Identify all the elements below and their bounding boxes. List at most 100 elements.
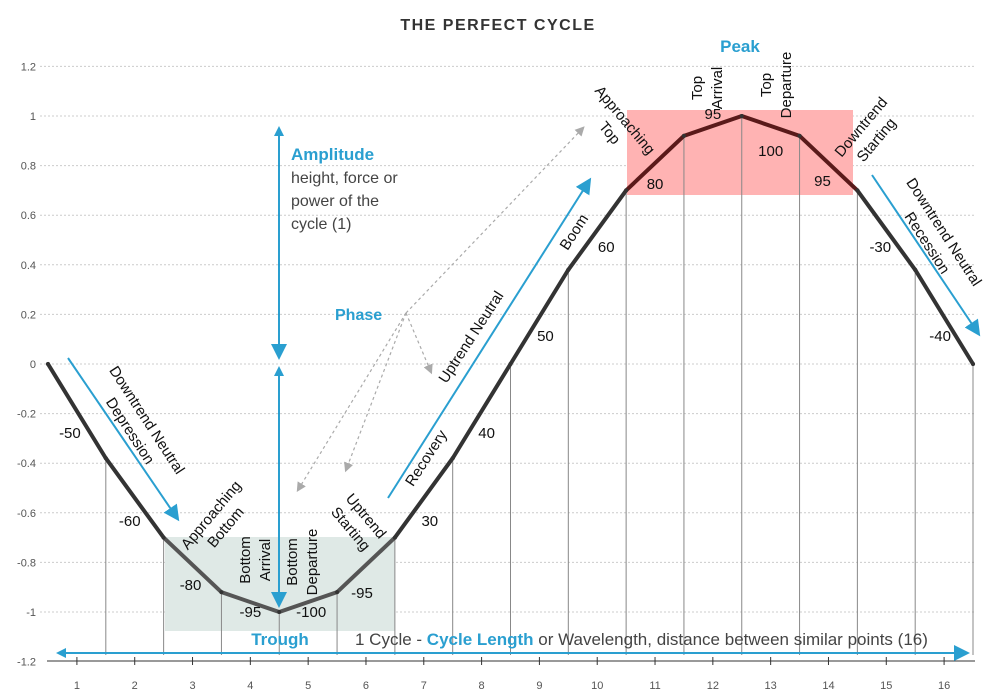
y-tick-label: 0.6 — [21, 210, 36, 222]
data-point — [739, 114, 744, 118]
data-point — [913, 267, 918, 272]
cycle-length-caption: 1 Cycle - Cycle Length or Wavelength, di… — [355, 630, 928, 649]
recession-arrow — [871, 174, 981, 337]
amplitude-desc-2: power of the — [291, 193, 379, 210]
top-departure-label: Top Departure — [758, 52, 795, 119]
segment-value-label: 95 — [705, 106, 722, 123]
amplitude-arrow-lower-head — [274, 366, 284, 376]
x-tick-label: 7 — [421, 680, 427, 692]
bottom-departure-label: Bottom Departure — [284, 529, 321, 596]
x-tick-label: 14 — [822, 680, 834, 692]
top-arrival-label: Top Arrival — [689, 67, 726, 110]
segment-value-label: 100 — [758, 143, 783, 160]
segment-value-label: 95 — [814, 173, 831, 190]
uptrend-arrow — [387, 177, 592, 499]
series-segment — [161, 535, 224, 595]
data-point — [450, 456, 455, 461]
phase-heading: Phase — [335, 307, 382, 324]
data-point — [971, 362, 975, 366]
y-tick-label: 0.4 — [21, 260, 36, 272]
x-tick-label: 12 — [707, 680, 719, 692]
amplitude-heading: Amplitude — [291, 145, 374, 164]
x-tick-label: 9 — [536, 680, 542, 692]
data-point — [624, 188, 629, 193]
segment-labels: -50 -60 -80 -95 -100 -95 30 40 50 60 80 95 100 95 -30 -… — [59, 106, 951, 621]
x-tick-label: 3 — [189, 680, 195, 692]
data-point — [219, 590, 224, 595]
label-bottom-arrival-2: Arrival — [257, 539, 274, 582]
series-segment — [624, 133, 686, 193]
y-tick-label: 0 — [30, 359, 36, 371]
x-tick-label: 2 — [132, 680, 138, 692]
amplitude-desc-1: height, force or — [291, 170, 398, 187]
label-top-departure-1: Top — [758, 73, 775, 97]
amplitude-arrow-upper-head — [274, 126, 284, 136]
segment-dividers — [105, 116, 974, 655]
segment-value-label: 50 — [537, 328, 554, 345]
x-tick-label: 1 — [74, 680, 80, 692]
data-point — [392, 535, 397, 540]
phase-arrows — [296, 126, 585, 493]
segment-value-label: -95 — [351, 585, 373, 602]
segment-value-label: -50 — [59, 425, 81, 442]
x-axis: 1 2 3 4 5 6 7 8 9 10 11 12 13 14 15 16 — [47, 657, 975, 692]
x-tick-label: 15 — [880, 680, 892, 692]
segment-value-label: -80 — [180, 577, 202, 594]
amplitude-desc-3: cycle (1) — [291, 216, 351, 233]
series-segment — [392, 456, 455, 540]
data-point — [277, 610, 282, 614]
cycle-length-arrow-left-head — [56, 648, 66, 658]
label-uptrend-neutral: Uptrend Neutral — [435, 288, 507, 386]
series-segment — [797, 133, 860, 193]
series-segment — [450, 362, 513, 461]
data-point — [566, 267, 571, 272]
y-tick-label: 1 — [30, 111, 36, 123]
label-top-arrival-1: Top — [689, 76, 706, 100]
x-tick-label: 13 — [765, 680, 777, 692]
chart-title: THE PERFECT CYCLE — [400, 17, 595, 34]
y-tick-label: -1 — [26, 607, 36, 619]
bottom-arrival-label: Bottom Arrival — [237, 536, 274, 584]
series-segment — [508, 267, 571, 366]
cycle-series — [46, 114, 975, 614]
series-segment — [681, 114, 744, 138]
segment-value-label: -30 — [869, 239, 891, 256]
series-segment — [277, 590, 340, 614]
y-tick-label: -1.2 — [17, 657, 36, 669]
segment-value-label: 80 — [647, 176, 664, 193]
segment-value-label: -60 — [119, 513, 141, 530]
data-point — [103, 456, 108, 461]
data-point — [681, 133, 686, 138]
label-top-departure-2: Departure — [778, 52, 795, 119]
x-tick-label: 16 — [938, 680, 950, 692]
segment-value-label: 60 — [598, 239, 615, 256]
y-tick-label: -0.4 — [17, 458, 36, 470]
data-point — [508, 362, 513, 366]
data-point — [46, 362, 50, 366]
y-tick-label: -0.6 — [17, 508, 36, 520]
y-tick-label: 0.8 — [21, 161, 36, 173]
label-bottom-departure-2: Departure — [304, 529, 321, 596]
peak-heading: Peak — [720, 37, 760, 56]
x-tick-label: 8 — [479, 680, 485, 692]
segment-value-label: -40 — [929, 328, 951, 345]
trough-heading: Trough — [251, 630, 309, 649]
segment-value-label: -100 — [296, 604, 326, 621]
label-bottom-arrival-1: Bottom — [237, 536, 254, 584]
label-bottom-departure-1: Bottom — [284, 538, 301, 586]
segment-value-label: 30 — [421, 513, 438, 530]
series-segment — [103, 456, 166, 540]
x-tick-label: 4 — [247, 680, 253, 692]
downtrend-arrow — [67, 357, 180, 522]
x-tick-label: 5 — [305, 680, 311, 692]
data-point — [335, 590, 340, 595]
series-segment — [335, 535, 397, 595]
y-tick-label: 1.2 — [21, 61, 36, 73]
segment-value-label: 40 — [478, 425, 495, 442]
series-segment — [855, 188, 918, 272]
series-segment — [913, 267, 975, 366]
x-tick-label: 10 — [591, 680, 603, 692]
x-tick-label: 6 — [363, 680, 369, 692]
data-point — [855, 188, 860, 193]
